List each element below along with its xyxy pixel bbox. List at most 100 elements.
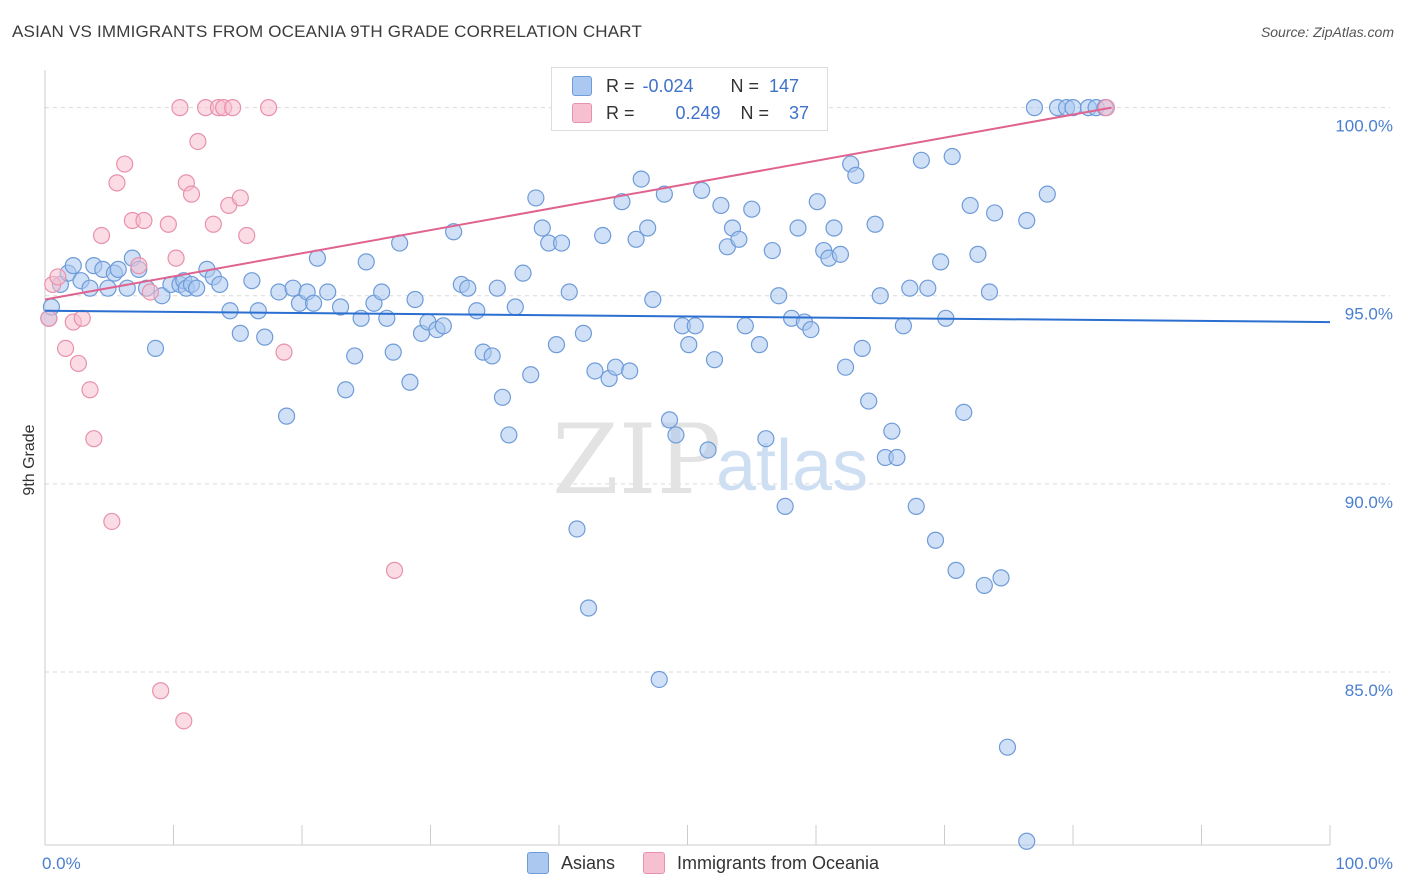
point-asian[interactable]: [506, 298, 524, 316]
point-asian[interactable]: [574, 324, 593, 342]
point-asian[interactable]: [613, 193, 631, 211]
point-asian[interactable]: [730, 230, 748, 248]
point-asian[interactable]: [434, 317, 452, 335]
point-asian[interactable]: [980, 283, 999, 301]
point-asian[interactable]: [586, 362, 604, 380]
point-asian[interactable]: [1038, 185, 1056, 203]
point-oceania[interactable]: [56, 339, 75, 357]
point-asian[interactable]: [568, 520, 586, 538]
point-asian[interactable]: [667, 426, 685, 444]
point-oceania[interactable]: [259, 99, 278, 117]
point-asian[interactable]: [560, 283, 578, 301]
point-asian[interactable]: [64, 257, 82, 275]
point-asian[interactable]: [992, 569, 1010, 587]
point-asian[interactable]: [304, 294, 323, 312]
point-asian[interactable]: [579, 599, 598, 617]
point-asian[interactable]: [955, 403, 973, 421]
point-asian[interactable]: [883, 422, 901, 440]
point-asian[interactable]: [337, 381, 355, 399]
point-oceania[interactable]: [130, 257, 148, 275]
legend-item-oceania[interactable]: Immigrants from Oceania: [642, 852, 879, 874]
point-asian[interactable]: [308, 249, 327, 267]
point-asian[interactable]: [975, 576, 993, 595]
point-asian[interactable]: [1018, 211, 1036, 230]
point-asian[interactable]: [763, 241, 781, 260]
point-oceania[interactable]: [152, 682, 170, 700]
point-asian[interactable]: [500, 426, 518, 444]
point-oceania[interactable]: [238, 226, 256, 245]
point-oceania[interactable]: [231, 189, 249, 207]
point-asian[interactable]: [514, 264, 532, 282]
point-oceania[interactable]: [73, 309, 91, 327]
point-oceania[interactable]: [69, 354, 88, 373]
point-oceania[interactable]: [40, 309, 58, 327]
point-asian[interactable]: [808, 193, 826, 211]
point-asian[interactable]: [825, 219, 843, 237]
point-asian[interactable]: [459, 279, 477, 297]
point-asian[interactable]: [319, 283, 337, 301]
point-asian[interactable]: [986, 204, 1004, 222]
point-asian[interactable]: [712, 196, 730, 215]
point-asian[interactable]: [757, 430, 775, 448]
point-asian[interactable]: [493, 388, 512, 406]
point-asian[interactable]: [256, 328, 274, 346]
point-asian[interactable]: [655, 185, 673, 203]
point-asian[interactable]: [947, 561, 965, 579]
point-asian[interactable]: [831, 245, 850, 263]
point-asian[interactable]: [770, 287, 788, 305]
point-oceania[interactable]: [204, 215, 222, 233]
point-oceania[interactable]: [108, 174, 126, 192]
point-asian[interactable]: [686, 317, 704, 335]
point-oceania[interactable]: [171, 99, 189, 117]
point-asian[interactable]: [776, 497, 794, 516]
point-asian[interactable]: [621, 362, 639, 380]
point-asian[interactable]: [277, 407, 296, 425]
point-oceania[interactable]: [275, 343, 293, 361]
point-asian[interactable]: [969, 245, 987, 263]
point-oceania[interactable]: [159, 215, 177, 233]
point-asian[interactable]: [522, 366, 540, 384]
point-asian[interactable]: [211, 275, 229, 294]
point-oceania[interactable]: [49, 268, 67, 286]
point-oceania[interactable]: [141, 283, 159, 301]
point-asian[interactable]: [860, 392, 878, 410]
point-asian[interactable]: [109, 260, 127, 278]
point-oceania[interactable]: [116, 155, 134, 173]
point-oceania[interactable]: [385, 561, 404, 579]
point-asian[interactable]: [243, 272, 261, 290]
point-asian[interactable]: [871, 287, 889, 305]
point-asian[interactable]: [445, 223, 463, 241]
point-asian[interactable]: [847, 166, 865, 184]
point-asian[interactable]: [650, 670, 668, 689]
point-asian[interactable]: [406, 290, 424, 309]
point-asian[interactable]: [866, 215, 884, 233]
point-asian[interactable]: [118, 279, 136, 297]
point-asian[interactable]: [632, 170, 650, 188]
point-asian[interactable]: [894, 317, 912, 335]
point-oceania[interactable]: [85, 430, 103, 448]
point-asian[interactable]: [146, 339, 165, 357]
point-asian[interactable]: [552, 234, 571, 252]
point-oceania[interactable]: [81, 381, 99, 399]
point-asian[interactable]: [901, 279, 919, 297]
point-oceania[interactable]: [92, 226, 111, 245]
point-asian[interactable]: [401, 373, 419, 391]
point-asian[interactable]: [802, 320, 820, 339]
point-oceania[interactable]: [167, 249, 185, 267]
point-asian[interactable]: [853, 339, 871, 357]
point-asian[interactable]: [231, 324, 249, 342]
point-oceania[interactable]: [189, 132, 207, 151]
point-asian[interactable]: [705, 351, 724, 369]
point-asian[interactable]: [998, 738, 1017, 756]
point-asian[interactable]: [750, 336, 769, 354]
point-asian[interactable]: [926, 531, 945, 549]
point-asian[interactable]: [736, 317, 754, 335]
point-asian[interactable]: [284, 279, 302, 297]
point-asian[interactable]: [680, 336, 698, 354]
point-asian[interactable]: [547, 336, 566, 354]
point-asian[interactable]: [384, 343, 402, 361]
point-asian[interactable]: [919, 279, 937, 297]
point-asian[interactable]: [961, 196, 979, 215]
point-asian[interactable]: [533, 219, 551, 237]
point-asian[interactable]: [644, 290, 662, 309]
